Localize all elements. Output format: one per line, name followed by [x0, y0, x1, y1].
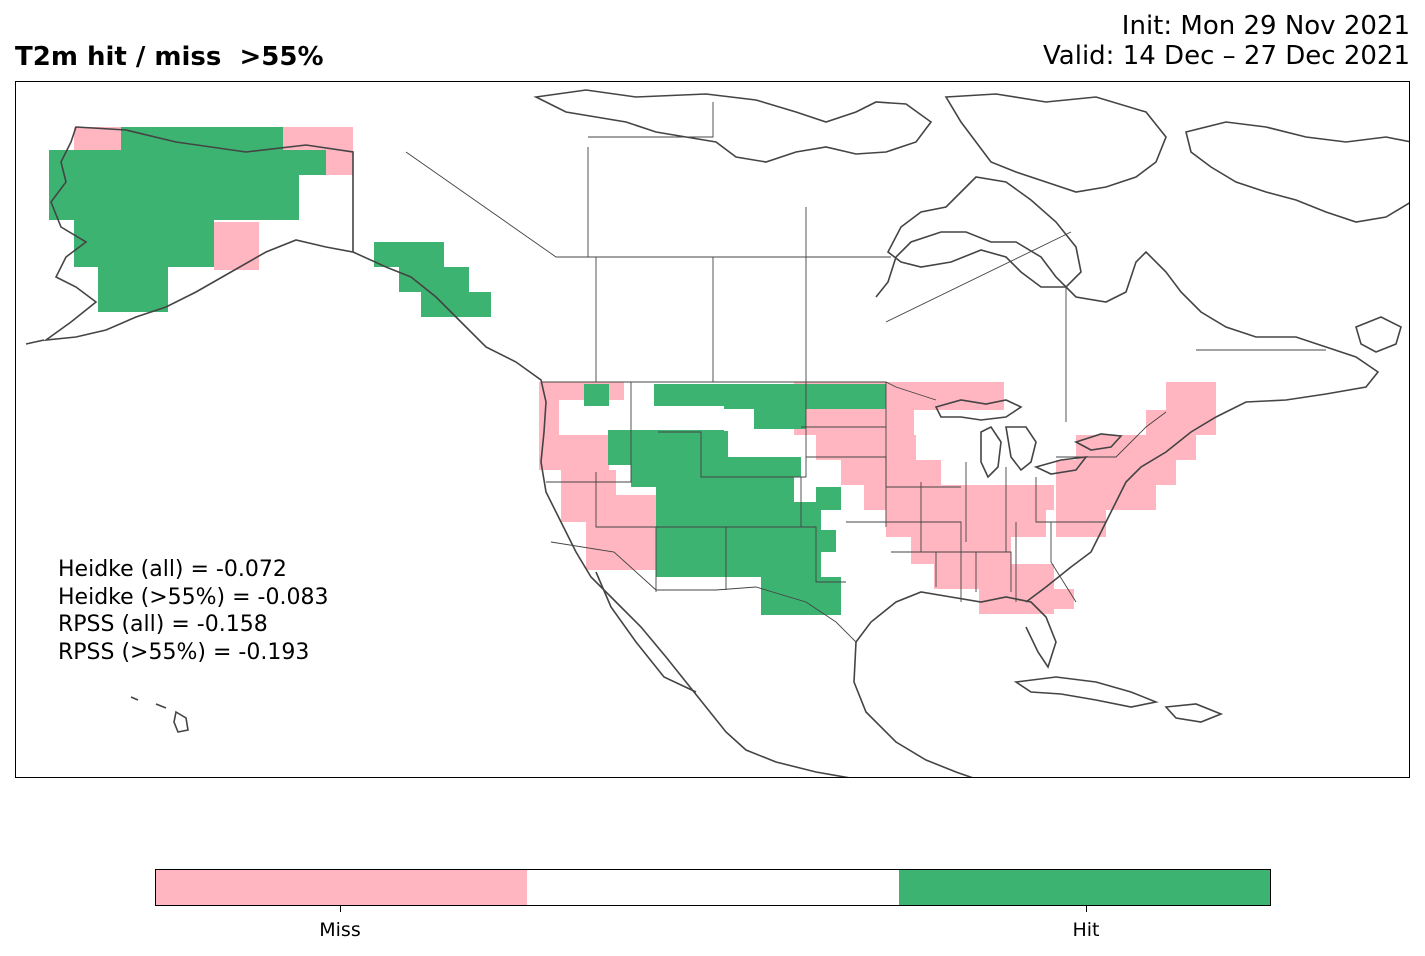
hit-cell: [656, 522, 836, 552]
hit-cell: [654, 384, 724, 406]
miss-cell: [816, 435, 916, 460]
miss-cell: [864, 485, 1054, 510]
miss-cell: [539, 382, 624, 400]
hit-cell: [631, 457, 801, 487]
miss-cell: [561, 470, 616, 495]
grid-cells: [49, 127, 1216, 615]
no-data-cell: [724, 409, 754, 431]
miss-cell: [561, 495, 656, 522]
valid-date: Valid: 14 Dec – 27 Dec 2021: [1043, 40, 1410, 71]
miss-cell: [1056, 460, 1176, 485]
miss-cell: [934, 564, 1054, 589]
miss-cell: [1049, 589, 1074, 609]
hit-cell: [761, 577, 841, 615]
hit-cell: [421, 292, 491, 317]
score-rpss-all: RPSS (all) = -0.158: [58, 612, 268, 637]
hit-cell: [724, 384, 886, 409]
state-borders: [352, 102, 1326, 643]
coastlines: [25, 89, 1409, 777]
no-data-cell: [896, 537, 911, 557]
miss-cell: [539, 435, 609, 470]
no-data-cell: [794, 477, 816, 502]
miss-cell: [1146, 410, 1216, 435]
colorbar: [155, 869, 1271, 906]
miss-cell: [586, 522, 656, 570]
colorbar-tick-hit: [1086, 906, 1087, 912]
hit-cell: [584, 384, 609, 406]
hit-cell: [121, 127, 283, 150]
score-heidke-55: Heidke (>55%) = -0.083: [58, 584, 329, 610]
hit-cell: [74, 220, 214, 267]
hit-cell: [96, 150, 326, 175]
map-panel: [15, 81, 1410, 778]
colorbar-label-miss: Miss: [319, 919, 361, 941]
miss-cell: [1166, 382, 1216, 410]
date-info: Init: Mon 29 Nov 2021 Valid: 14 Dec – 27…: [1043, 11, 1410, 72]
miss-cell: [214, 222, 259, 270]
hit-cell: [374, 242, 444, 267]
colorbar-tick-miss: [340, 906, 341, 912]
no-data-cell: [821, 510, 841, 530]
miss-cell: [1076, 435, 1196, 460]
init-date: Init: Mon 29 Nov 2021: [1121, 11, 1410, 41]
no-data-cell: [751, 432, 786, 454]
colorbar-label-hit: Hit: [1072, 919, 1100, 941]
colorbar-hit-segment: [898, 870, 1270, 905]
hit-cell: [49, 175, 299, 220]
miss-cell: [539, 400, 559, 435]
miss-cell: [979, 589, 1054, 614]
hit-cell: [399, 267, 469, 292]
score-heidke-all: Heidke (all) = -0.072: [58, 557, 287, 582]
miss-cell: [1056, 510, 1106, 537]
colorbar-miss-segment: [156, 870, 528, 905]
score-rpss-55: RPSS (>55%) = -0.193: [58, 639, 310, 665]
map-title: T2m hit / miss >55%: [15, 42, 324, 72]
miss-cell: [1056, 485, 1156, 510]
miss-cell: [794, 410, 914, 435]
miss-cell: [841, 460, 941, 485]
verification-scores: Heidke (all) = -0.072 Heidke (>55%) = -0…: [58, 556, 328, 666]
no-data-cell: [836, 542, 896, 572]
hit-cell: [656, 552, 821, 577]
hit-cell: [98, 267, 168, 312]
colorbar-neutral-segment: [527, 870, 899, 905]
north-america-map: [25, 89, 1409, 777]
